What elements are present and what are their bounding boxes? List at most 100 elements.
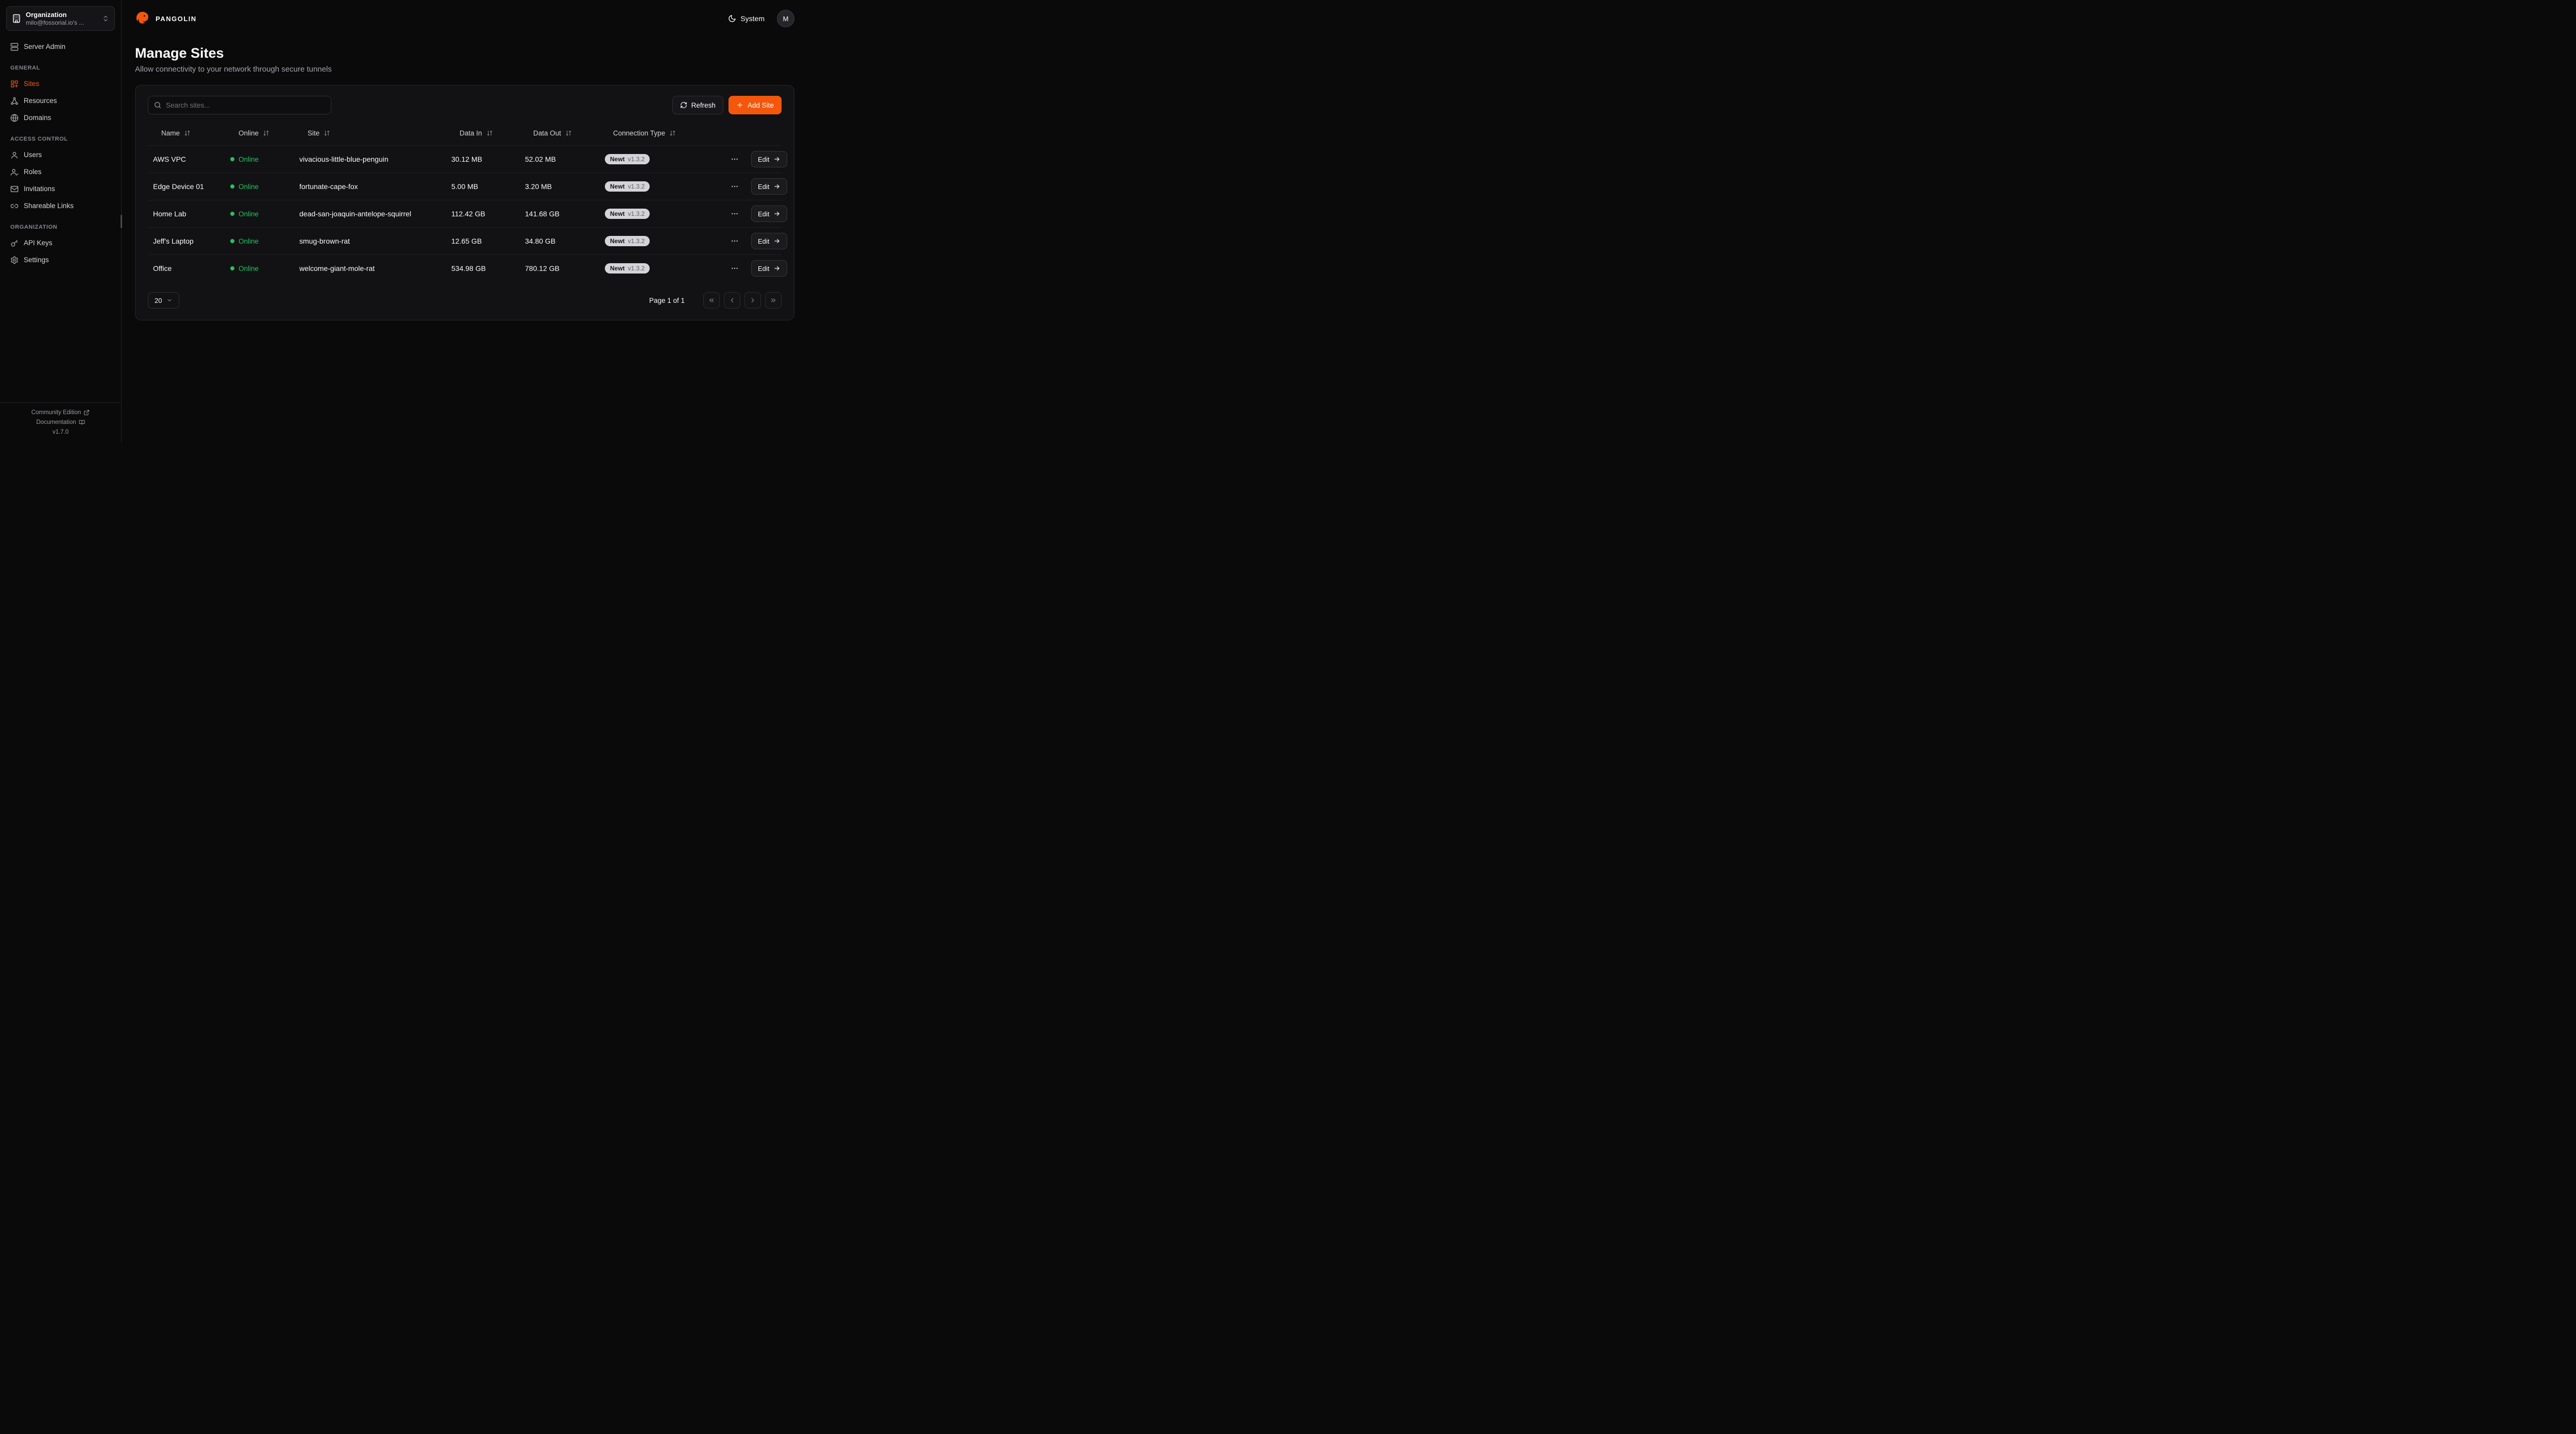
connection-type-badge: Newt v1.3.2 [605, 209, 650, 219]
roles-icon [10, 168, 19, 176]
pagination: Page 1 of 1 [649, 292, 782, 309]
sidebar-item-server-admin[interactable]: Server Admin [6, 38, 115, 55]
sort-icon[interactable] [669, 130, 676, 136]
edit-label: Edit [758, 237, 770, 245]
key-icon [11, 240, 18, 247]
connection-type-cell: Newt v1.3.2 [600, 209, 723, 219]
online-status-cell: Online [225, 183, 294, 191]
sidebar-item-users[interactable]: Users [6, 146, 115, 163]
avatar[interactable]: M [777, 10, 794, 27]
column-header-name[interactable]: Name [148, 129, 225, 137]
sidebar-item-api-keys[interactable]: API Keys [6, 234, 115, 251]
last-page-button[interactable] [765, 292, 782, 309]
sidebar-item-label: Settings [24, 256, 49, 264]
sidebar-item-label: Roles [24, 168, 42, 176]
edit-button[interactable]: Edit [751, 178, 788, 195]
user-icon [11, 151, 18, 159]
gear-icon [11, 256, 18, 264]
sort-icon[interactable] [324, 130, 330, 136]
refresh-label: Refresh [691, 101, 716, 109]
page-size-select[interactable]: 20 [148, 292, 180, 309]
site-name-cell: Jeff's Laptop [153, 237, 194, 245]
community-edition-label: Community Edition [31, 409, 81, 416]
edit-button[interactable]: Edit [751, 206, 788, 222]
column-header-data-in[interactable]: Data In [446, 129, 520, 137]
sidebar-item-shareable-links[interactable]: Shareable Links [6, 197, 115, 214]
search-input[interactable] [148, 96, 331, 114]
search-box [148, 96, 331, 114]
sidebar-item-settings[interactable]: Settings [6, 251, 115, 268]
data-out-cell: 780.12 GB [525, 264, 560, 272]
sort-icon[interactable] [184, 130, 191, 136]
sidebar-item-roles[interactable]: Roles [6, 163, 115, 180]
row-menu-button[interactable] [728, 262, 741, 275]
edit-button[interactable]: Edit [751, 151, 788, 167]
site-name-cell: Home Lab [153, 210, 187, 218]
version-label: v1.7.0 [52, 429, 69, 435]
theme-toggle-button[interactable]: System [725, 14, 768, 23]
row-menu-button[interactable] [728, 208, 741, 220]
data-out-cell: 52.02 MB [525, 155, 556, 163]
connection-type-cell: Newt v1.3.2 [600, 263, 723, 274]
page-content: Manage Sites Allow connectivity to your … [122, 37, 808, 320]
top-bar: PANGOLIN System M [122, 0, 808, 37]
globe-icon [10, 114, 19, 122]
main-area: PANGOLIN System M Manage Sites Allow con… [122, 0, 808, 443]
refresh-button[interactable]: Refresh [672, 96, 723, 114]
site-slug-cell: welcome-giant-mole-rat [299, 264, 375, 272]
community-edition-link[interactable]: Community Edition [31, 409, 90, 416]
sidebar-item-sites[interactable]: Sites [6, 75, 115, 92]
chevron-left-icon [731, 298, 734, 303]
arrow-right-icon [774, 184, 780, 189]
app-root: Organization milo@fossorial.io's ... Ser… [0, 0, 808, 443]
first-page-button[interactable] [703, 292, 720, 309]
edit-label: Edit [758, 210, 770, 218]
sidebar-item-domains[interactable]: Domains [6, 109, 115, 126]
sidebar-item-label: Resources [24, 97, 57, 105]
sort-icon[interactable] [486, 130, 493, 136]
sidebar-item-resources[interactable]: Resources [6, 92, 115, 109]
top-right: System M [725, 10, 794, 27]
column-header-connection-type[interactable]: Connection Type [600, 129, 723, 137]
row-menu-button[interactable] [728, 180, 741, 193]
edit-button[interactable]: Edit [751, 260, 788, 277]
ellipsis-icon [732, 267, 738, 269]
edit-label: Edit [758, 264, 770, 272]
row-actions-cell: Edit [723, 151, 788, 167]
sidebar-resize-handle[interactable] [121, 215, 122, 228]
sidebar-item-label: Shareable Links [24, 202, 74, 210]
documentation-link[interactable]: Documentation [36, 419, 85, 425]
column-header-site[interactable]: Site [294, 129, 446, 137]
connection-type-cell: Newt v1.3.2 [600, 154, 723, 164]
edit-button[interactable]: Edit [751, 233, 788, 249]
next-page-button[interactable] [744, 292, 761, 309]
sidebar-item-invitations[interactable]: Invitations [6, 180, 115, 197]
data-out-cell: 34.80 GB [525, 237, 556, 245]
brand: PANGOLIN [135, 11, 197, 26]
online-dot [230, 184, 234, 189]
connection-type-badge: Newt v1.3.2 [605, 181, 650, 192]
sidebar-item-label: Domains [24, 114, 52, 122]
add-site-button[interactable]: Add Site [728, 96, 782, 114]
sidebar-nav: Server Admin GENERAL Sites Resources Dom… [0, 37, 121, 402]
row-menu-button[interactable] [728, 153, 741, 165]
column-header-data-out[interactable]: Data Out [520, 129, 600, 137]
site-name-cell: Edge Device 01 [153, 182, 204, 191]
sort-icon[interactable] [263, 130, 269, 136]
sort-icon[interactable] [565, 130, 572, 136]
column-header-online[interactable]: Online [225, 129, 294, 137]
online-dot [230, 239, 234, 243]
plus-icon [737, 103, 742, 108]
chevrons-left-icon [709, 298, 714, 302]
online-dot [230, 157, 234, 161]
site-slug-cell: vivacious-little-blue-penguin [299, 155, 388, 163]
org-switcher[interactable]: Organization milo@fossorial.io's ... [6, 6, 115, 31]
row-menu-button[interactable] [728, 235, 741, 247]
previous-page-button[interactable] [724, 292, 740, 309]
connection-type-version: v1.3.2 [628, 210, 645, 217]
site-name-cell: AWS VPC [153, 155, 187, 163]
sidebar: Organization milo@fossorial.io's ... Ser… [0, 0, 122, 443]
row-actions-cell: Edit [723, 206, 788, 222]
online-label: Online [239, 210, 259, 218]
site-slug-cell: dead-san-joaquin-antelope-squirrel [299, 210, 412, 218]
